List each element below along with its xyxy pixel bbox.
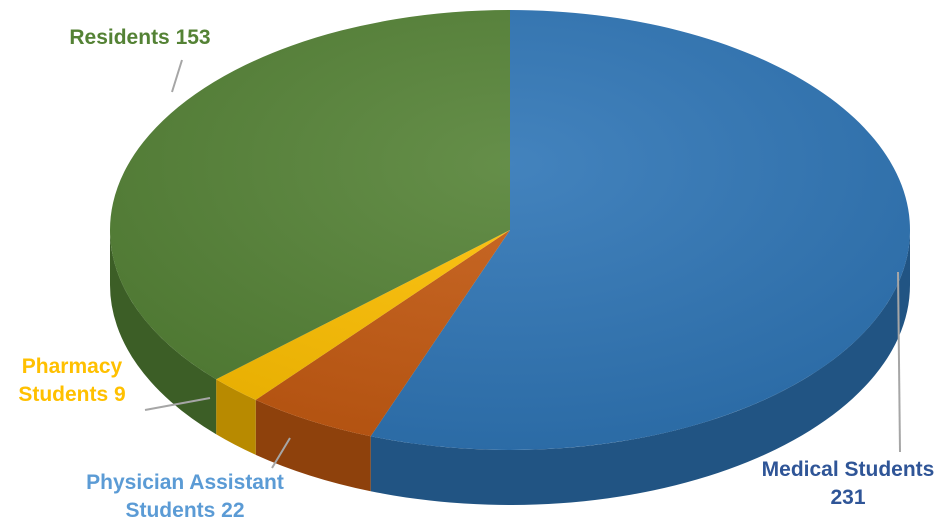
pie-tops bbox=[109, 10, 911, 451]
slice-label-physician-assistant-students: Physician Assistant Students 22 bbox=[86, 471, 284, 522]
leader-line-pharmacy-students bbox=[144, 397, 211, 411]
slice-side-pharmacy-students bbox=[216, 379, 256, 455]
leader-line-medical-students bbox=[897, 271, 901, 453]
slice-labels: Medical Students 231 Physician Assistant St… bbox=[18, 26, 934, 522]
slice-side-medical-students bbox=[370, 230, 911, 505]
leader-lines bbox=[144, 59, 901, 469]
pie-sides bbox=[110, 230, 911, 505]
leader-line-residents bbox=[171, 59, 183, 93]
pie-top-shading bbox=[110, 10, 910, 450]
slice-label-medical-students: Medical Students 231 bbox=[762, 458, 935, 509]
slice-label-residents: Residents 153 bbox=[69, 26, 210, 49]
slice-label-pharmacy-students: Pharmacy Students 9 bbox=[18, 355, 125, 406]
slice-side-residents bbox=[110, 230, 217, 435]
slice-side-physician-assistant-students bbox=[255, 399, 371, 492]
leader-line-physician-assistant-students bbox=[271, 437, 291, 469]
